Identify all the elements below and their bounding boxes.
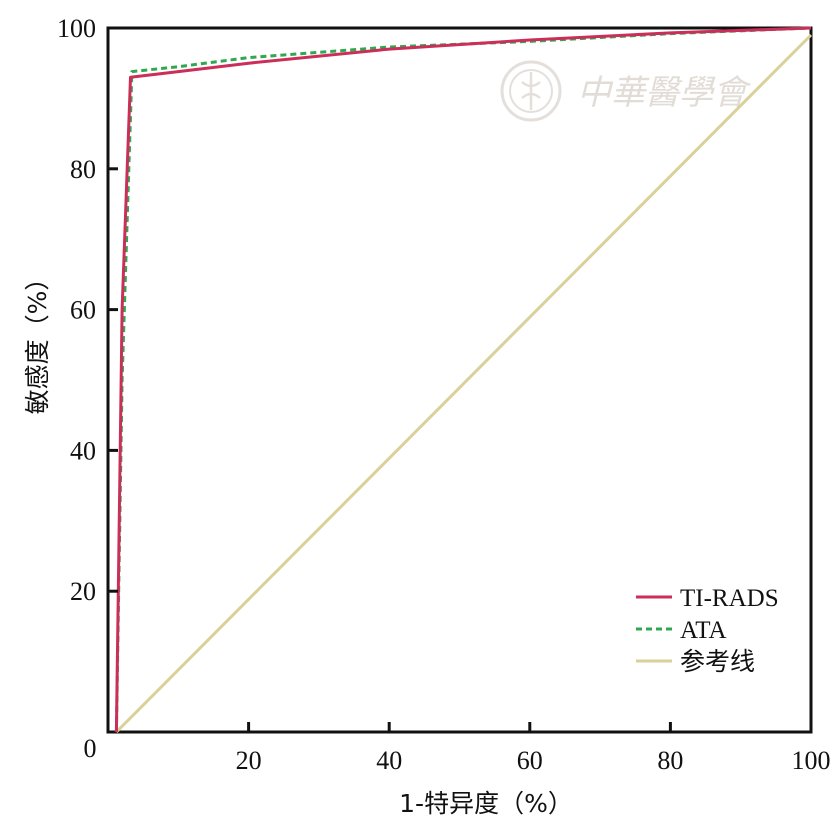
caduceus-seal-icon [500, 60, 562, 122]
watermark: 中華醫學會 [500, 60, 752, 122]
legend-label-1: ATA [680, 617, 727, 644]
plot-frame [106, 26, 813, 734]
x-tick-label-4: 100 [792, 746, 831, 775]
tick-layer: 20 40 60 80 100 20 40 60 80 100 [57, 14, 831, 775]
legend-label-0: TI-RADS [680, 585, 779, 612]
series-layer [114, 26, 813, 734]
legend-label-2: 参考线 [680, 648, 755, 676]
y-axis-title: 敏感度（%） [23, 266, 52, 415]
y-tick-label-4: 100 [57, 14, 96, 43]
x-tick-label-0: 20 [236, 746, 262, 775]
x-axis-title: 1-特异度（%） [399, 789, 573, 818]
x-tick-label-2: 60 [517, 746, 543, 775]
x-tick-label-3: 80 [657, 746, 683, 775]
y-tick-label-3: 80 [70, 155, 96, 184]
y-tick-label-0: 20 [70, 577, 96, 606]
series-line-2 [115, 33, 813, 734]
series-line-0 [114, 26, 812, 733]
watermark-text: 中華醫學會 [577, 73, 752, 113]
y-tick-label-2: 60 [70, 296, 96, 325]
y-tick-label-1: 40 [70, 436, 96, 465]
legend: TI-RADS ATA 参考线 [636, 585, 779, 676]
x-tick-label-1: 40 [376, 746, 402, 775]
origin-label: 0 [84, 734, 97, 763]
